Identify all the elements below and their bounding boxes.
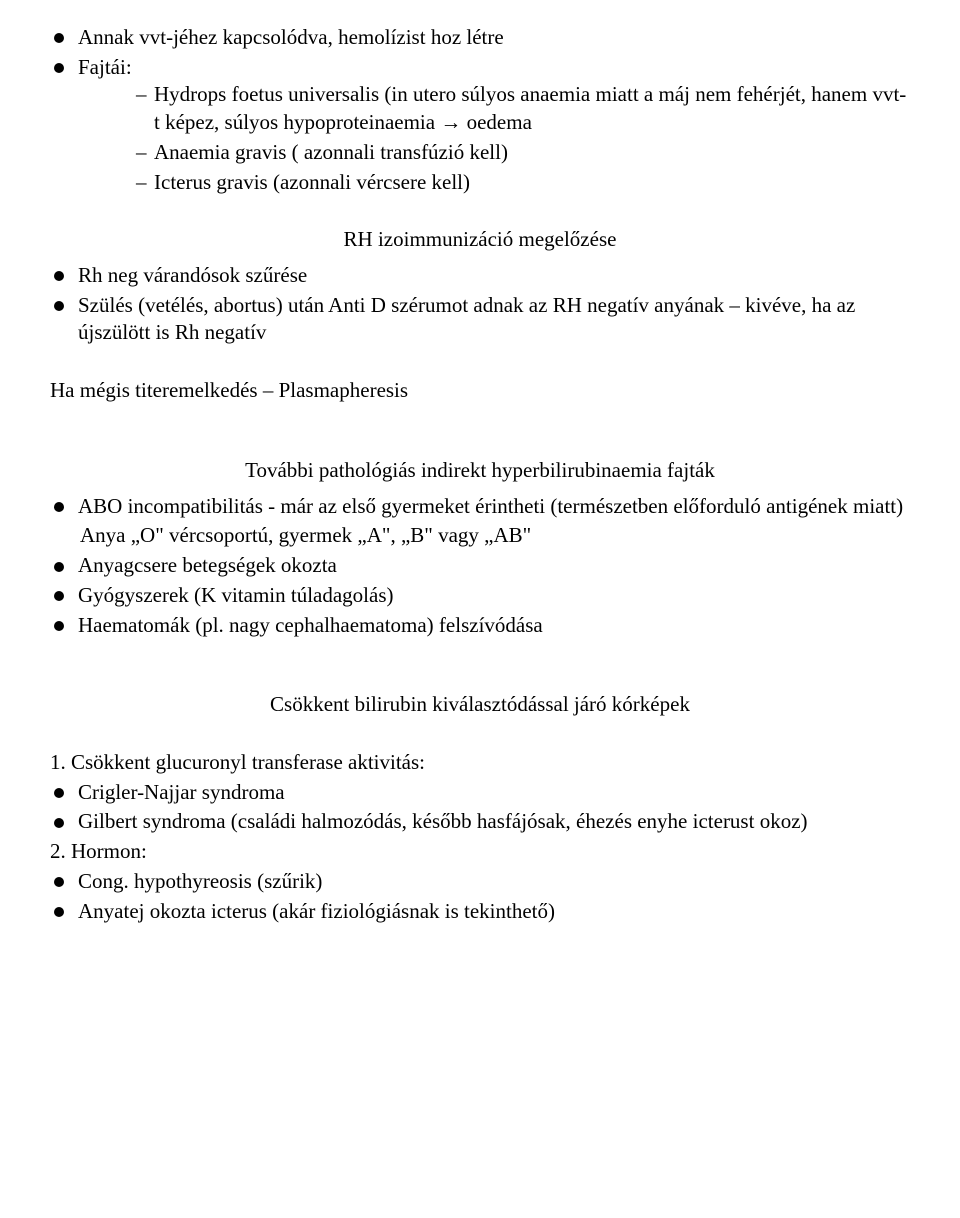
list-item-text: Icterus gravis (azonnali vércsere kell) [154,170,470,194]
list-item-text: ABO incompatibilitás - már az első gyerm… [78,494,903,518]
list-item-text: Haematomák (pl. nagy cephalhaematoma) fe… [78,613,543,637]
list-item: Annak vvt-jéhez kapcsolódva, hemolízist … [50,24,910,52]
section-heading: RH izoimmunizáció megelőzése [50,226,910,254]
list-item: Gyógyszerek (K vitamin túladagolás) [50,582,910,610]
bullet-list-1: Annak vvt-jéhez kapcsolódva, hemolízist … [50,24,910,196]
paragraph: Anya „O" vércsoportú, gyermek „A", „B" v… [50,522,910,550]
list-item: Rh neg várandósok szűrése [50,262,910,290]
numbered-heading: 2. Hormon: [50,838,910,866]
section-heading: További pathológiás indirekt hyperbiliru… [50,457,910,485]
list-item-text: Fajtái: [78,55,132,79]
list-item: Icterus gravis (azonnali vércsere kell) [136,169,910,197]
paragraph: Ha mégis titeremelkedés – Plasmapheresis [50,377,910,405]
list-item: Cong. hypothyreosis (szűrik) [50,868,910,896]
list-item-text: Anaemia gravis ( azonnali transfúzió kel… [154,140,508,164]
list-item-text: Anyatej okozta icterus (akár fiziológiás… [78,899,555,923]
list-item: Anyatej okozta icterus (akár fiziológiás… [50,898,910,926]
bullet-list-4b: Cong. hypothyreosis (szűrik) Anyatej oko… [50,868,910,925]
list-item-text: Anyagcsere betegségek okozta [78,553,337,577]
list-item: Hydrops foetus universalis (in utero súl… [136,81,910,136]
dash-list-1: Hydrops foetus universalis (in utero súl… [136,81,910,196]
list-item: Fajtái: Hydrops foetus universalis (in u… [50,54,910,197]
list-item: Crigler-Najjar syndroma [50,779,910,807]
list-item-text: Cong. hypothyreosis (szűrik) [78,869,322,893]
bullet-list-3b: Anyagcsere betegségek okozta Gyógyszerek… [50,552,910,639]
list-item: Szülés (vetélés, abortus) után Anti D sz… [50,292,910,347]
bullet-list-3: ABO incompatibilitás - már az első gyerm… [50,493,910,521]
list-item: Anyagcsere betegségek okozta [50,552,910,580]
list-item-text: Rh neg várandósok szűrése [78,263,307,287]
section-heading: Csökkent bilirubin kiválasztódással járó… [50,691,910,719]
bullet-list-4a: Crigler-Najjar syndroma Gilbert syndroma… [50,779,910,836]
list-item: ABO incompatibilitás - már az első gyerm… [50,493,910,521]
list-item-text: Annak vvt-jéhez kapcsolódva, hemolízist … [78,25,504,49]
list-item-text: Crigler-Najjar syndroma [78,780,285,804]
numbered-heading: 1. Csökkent glucuronyl transferase aktiv… [50,749,910,777]
list-item-text: Hydrops foetus universalis (in utero súl… [154,82,906,134]
bullet-list-2: Rh neg várandósok szűrése Szülés (vetélé… [50,262,910,347]
list-item-text: Gilbert syndroma (családi halmozódás, ké… [78,809,808,833]
document-page: Annak vvt-jéhez kapcsolódva, hemolízist … [0,0,960,1218]
list-item: Haematomák (pl. nagy cephalhaematoma) fe… [50,612,910,640]
list-item: Anaemia gravis ( azonnali transfúzió kel… [136,139,910,167]
list-item-text: Szülés (vetélés, abortus) után Anti D sz… [78,293,855,345]
list-item-text: Gyógyszerek (K vitamin túladagolás) [78,583,394,607]
list-item: Gilbert syndroma (családi halmozódás, ké… [50,808,910,836]
